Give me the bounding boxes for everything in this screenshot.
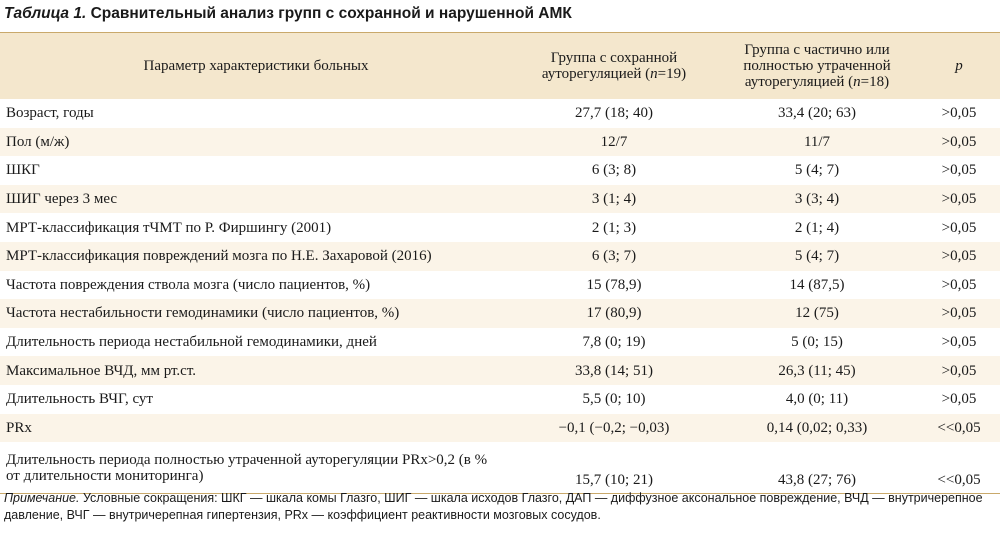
row-group-impaired-value: 5 (4; 7) bbox=[794, 248, 840, 265]
table-row: Максимальное ВЧД, мм рт.ст. 33,8 (14; 51)… bbox=[0, 356, 1000, 385]
row-group-impaired-value: 33,4 (20; 63) bbox=[778, 105, 856, 122]
row-group-preserved-value: 15,7 (10; 21) bbox=[512, 442, 716, 495]
table-row: Длительность периода нестабильной гемоди… bbox=[0, 328, 1000, 357]
row-group-impaired-value: 4,0 (0; 11) bbox=[785, 391, 849, 408]
row-group-preserved-value: 12/7 bbox=[600, 133, 628, 150]
row-parameter: Длительность ВЧГ, сут bbox=[6, 391, 153, 408]
row-group-preserved-value: 27,7 (18; 40) bbox=[575, 105, 653, 122]
row-group-impaired-value: 14 (87,5) bbox=[789, 276, 845, 293]
row-group-impaired-value: 12 (75) bbox=[795, 305, 839, 322]
row-p-value: >0,05 bbox=[941, 305, 977, 322]
row-group-impaired-value: 11/7 bbox=[803, 133, 831, 150]
row-group-preserved-value: 2 (1; 3) bbox=[591, 219, 637, 236]
row-parameter: МРТ-классификация тЧМТ по Р. Фиршингу (2… bbox=[6, 219, 332, 236]
table-body: Возраст, годы 27,7 (18; 40) 33,4 (20; 63) >… bbox=[0, 99, 1000, 495]
table-row: PRx −0,1 (−0,2; −0,03) 0,14 (0,02; 0,33) <<… bbox=[0, 413, 1000, 443]
row-parameter: Длительность периода полностью утраченно… bbox=[0, 442, 512, 495]
table-row: ШИГ через 3 мес 3 (1; 4) 3 (3; 4) >0,05 bbox=[0, 184, 1000, 214]
table-row: Возраст, годы 27,7 (18; 40) 33,4 (20; 63) >… bbox=[0, 99, 1000, 128]
row-p-value: <<0,05 bbox=[918, 442, 1000, 495]
header-group-preserved: Группа с сохранной ауторегуляцией (n=19) bbox=[541, 50, 687, 82]
row-p-value: >0,05 bbox=[941, 133, 977, 150]
row-group-impaired-value: 2 (1; 4) bbox=[794, 219, 840, 236]
table-header-row: Параметр характеристики больных Группа с… bbox=[0, 32, 1000, 99]
caption-title: Сравнительный анализ групп с сохранной и… bbox=[90, 5, 572, 22]
row-group-impaired-value: 3 (3; 4) bbox=[794, 191, 840, 208]
header-group-impaired: Группа с частично или полностью утраченн… bbox=[743, 42, 891, 90]
row-p-value: >0,05 bbox=[941, 362, 977, 379]
header-p-value: p bbox=[955, 58, 963, 74]
row-group-impaired-value: 26,3 (11; 45) bbox=[778, 362, 856, 379]
row-parameter: Возраст, годы bbox=[6, 105, 94, 122]
row-group-preserved-value: −0,1 (−0,2; −0,03) bbox=[558, 419, 670, 436]
row-p-value: >0,05 bbox=[941, 391, 977, 408]
row-group-preserved-value: 6 (3; 7) bbox=[591, 248, 637, 265]
table-row: Частота повреждения ствола мозга (число … bbox=[0, 271, 1000, 300]
comparison-table: Параметр характеристики больных Группа с… bbox=[0, 32, 1000, 495]
table-row: Длительность ВЧГ, сут 5,5 (0; 10) 4,0 (0; … bbox=[0, 385, 1000, 414]
row-group-preserved-value: 33,8 (14; 51) bbox=[575, 362, 653, 379]
row-parameter: PRx bbox=[6, 419, 32, 436]
row-p-value: >0,05 bbox=[941, 162, 977, 179]
row-p-value: >0,05 bbox=[941, 248, 977, 265]
row-parameter: ШКГ bbox=[6, 162, 40, 179]
row-group-preserved-value: 6 (3; 8) bbox=[591, 162, 637, 179]
row-group-preserved-value: 17 (80,9) bbox=[586, 305, 642, 322]
table-row: Пол (м/ж) 12/7 11/7 >0,05 bbox=[0, 127, 1000, 157]
table-row: ШКГ 6 (3; 8) 5 (4; 7) >0,05 bbox=[0, 156, 1000, 185]
table-row: МРТ-классификация тЧМТ по Р. Фиршингу (2… bbox=[0, 213, 1000, 242]
table-row: Длительность периода полностью утраченно… bbox=[0, 442, 1000, 495]
row-parameter: Максимальное ВЧД, мм рт.ст. bbox=[6, 362, 197, 379]
row-group-preserved-value: 5,5 (0; 10) bbox=[582, 391, 646, 408]
row-parameter: Пол (м/ж) bbox=[6, 133, 70, 150]
row-parameter: Длительность периода нестабильной гемоди… bbox=[6, 334, 377, 351]
row-parameter: Частота нестабильности гемодинамики (чис… bbox=[6, 305, 400, 322]
row-p-value: >0,05 bbox=[941, 334, 977, 351]
table-row: Частота нестабильности гемодинамики (чис… bbox=[0, 299, 1000, 328]
note-label: Примечание. bbox=[4, 491, 80, 505]
row-group-impaired-value: 43,8 (27; 76) bbox=[716, 442, 918, 495]
row-p-value: >0,05 bbox=[941, 219, 977, 236]
note-text: Условные сокращения: ШКГ — шкала комы Гл… bbox=[4, 491, 983, 522]
row-group-impaired-value: 5 (0; 15) bbox=[791, 334, 843, 351]
header-parameter: Параметр характеристики больных bbox=[143, 58, 369, 74]
comparison-table-wrapper: Параметр характеристики больных Группа с… bbox=[0, 32, 1000, 495]
row-group-preserved-value: 3 (1; 4) bbox=[591, 191, 637, 208]
row-p-value: >0,05 bbox=[941, 191, 977, 208]
row-parameter: МРТ-классификация повреждений мозга по Н… bbox=[6, 248, 432, 265]
table-caption: Таблица 1. Сравнительный анализ групп с … bbox=[4, 5, 572, 23]
caption-label: Таблица 1. bbox=[4, 5, 87, 22]
row-p-value: <<0,05 bbox=[937, 419, 981, 436]
row-group-preserved-value: 7,8 (0; 19) bbox=[582, 334, 646, 351]
row-group-impaired-value: 0,14 (0,02; 0,33) bbox=[766, 419, 868, 436]
table-note: Примечание. Условные сокращения: ШКГ — ш… bbox=[4, 490, 998, 524]
table-row: МРТ-классификация повреждений мозга по Н… bbox=[0, 241, 1000, 271]
row-group-impaired-value: 5 (4; 7) bbox=[794, 162, 840, 179]
row-group-preserved-value: 15 (78,9) bbox=[586, 276, 642, 293]
row-p-value: >0,05 bbox=[941, 276, 977, 293]
row-parameter: Частота повреждения ствола мозга (число … bbox=[6, 276, 371, 293]
row-p-value: >0,05 bbox=[941, 105, 977, 122]
row-parameter: ШИГ через 3 мес bbox=[6, 191, 118, 208]
